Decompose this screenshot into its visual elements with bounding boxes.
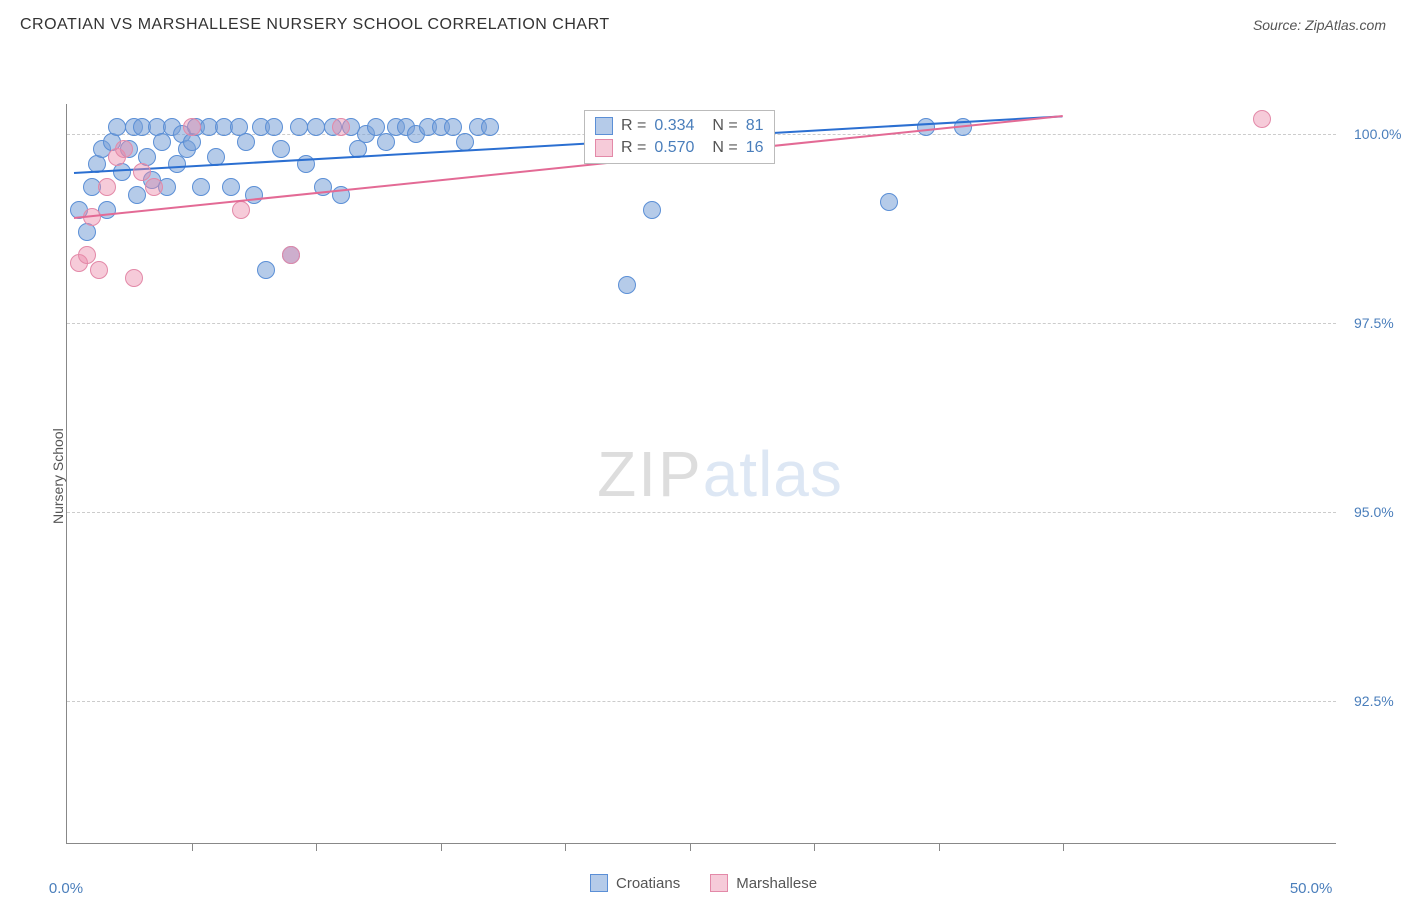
x-tick [939,843,940,851]
y-axis-title: Nursery School [50,428,66,524]
grid-line [67,701,1336,702]
data-point [145,178,163,196]
data-point [222,178,240,196]
chart-title: CROATIAN VS MARSHALLESE NURSERY SCHOOL C… [20,16,610,34]
legend-swatch [590,874,608,892]
data-point [456,133,474,151]
source-attribution: Source: ZipAtlas.com [1253,17,1386,33]
legend-item: Croatians [590,874,680,892]
x-tick [565,843,566,851]
x-tick [690,843,691,851]
data-point [98,178,116,196]
legend-row: R = 0.334 N = 81 [595,115,764,137]
y-tick-label: 92.5% [1354,693,1394,709]
legend-n-value: 81 [746,117,764,135]
plot-area [66,104,1336,844]
y-tick-label: 95.0% [1354,504,1394,520]
data-point [290,118,308,136]
data-point [481,118,499,136]
grid-line [67,323,1336,324]
x-tick [1063,843,1064,851]
data-point [78,246,96,264]
data-point [183,118,201,136]
legend-swatch [595,117,613,135]
grid-line [67,512,1336,513]
data-point [880,193,898,211]
legend-series-name: Croatians [616,875,680,892]
x-tick [316,843,317,851]
x-tick-label: 0.0% [49,880,83,897]
legend-series-name: Marshallese [736,875,817,892]
x-tick [441,843,442,851]
correlation-legend: R = 0.334 N = 81 R = 0.570 N = 16 [584,110,775,164]
legend-swatch [710,874,728,892]
data-point [265,118,283,136]
legend-r-value: 0.334 [654,117,694,135]
data-point [153,133,171,151]
legend-n-value: 16 [746,139,764,157]
y-tick-label: 100.0% [1354,126,1401,142]
data-point [237,133,255,151]
data-point [125,269,143,287]
data-point [257,261,275,279]
data-point [332,118,350,136]
data-point [128,186,146,204]
legend-r-label: R = [621,117,646,135]
data-point [192,178,210,196]
legend-r-label: R = [621,139,646,157]
legend-item: Marshallese [710,874,817,892]
y-tick-label: 97.5% [1354,315,1394,331]
data-point [133,163,151,181]
data-point [90,261,108,279]
data-point [168,155,186,173]
x-tick [814,843,815,851]
data-point [643,201,661,219]
data-point [377,133,395,151]
data-point [232,201,250,219]
legend-r-value: 0.570 [654,139,694,157]
data-point [917,118,935,136]
legend-n-label: N = [712,139,737,157]
legend-swatch [595,139,613,157]
data-point [282,246,300,264]
legend-row: R = 0.570 N = 16 [595,137,764,159]
data-point [618,276,636,294]
series-legend: Croatians Marshallese [590,874,817,892]
data-point [1253,110,1271,128]
data-point [108,118,126,136]
data-point [115,140,133,158]
data-point [444,118,462,136]
legend-n-label: N = [712,117,737,135]
x-tick-label: 50.0% [1290,880,1333,897]
data-point [307,118,325,136]
data-point [272,140,290,158]
x-tick [192,843,193,851]
